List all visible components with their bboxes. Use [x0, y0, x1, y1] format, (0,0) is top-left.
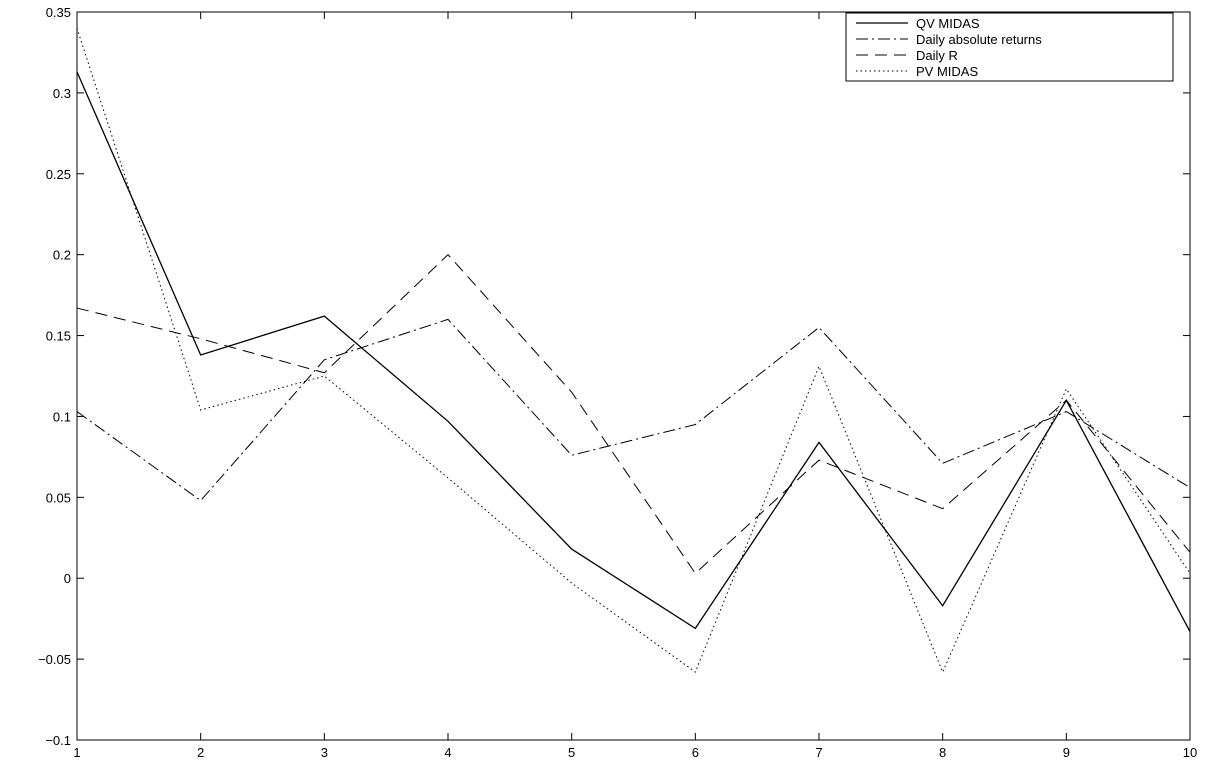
series-line-daily-r [76, 253, 1191, 575]
y-tick-label: 0 [64, 571, 71, 586]
x-tick-label: 7 [815, 745, 822, 760]
x-tick-label: 3 [321, 745, 328, 760]
x-tick-label: 1 [73, 745, 80, 760]
y-tick-label: 0.15 [46, 329, 71, 344]
legend-label: QV MIDAS [916, 16, 980, 31]
x-tick-label: 2 [197, 745, 204, 760]
series-line-qv-midas [76, 71, 1191, 632]
x-tick-label: 5 [568, 745, 575, 760]
legend-label: PV MIDAS [916, 64, 978, 79]
y-tick-label: 0.3 [53, 86, 71, 101]
y-tick-label: −0.05 [38, 652, 71, 667]
y-tick-label: 0.05 [46, 490, 71, 505]
legend-label: Daily absolute returns [916, 32, 1042, 47]
axes-frame [76, 11, 1191, 741]
series-line-daily-absolute-returns [76, 318, 1191, 502]
x-tick-label: 10 [1183, 745, 1197, 760]
y-tick-label: 0.2 [53, 248, 71, 263]
x-tick-label: 8 [939, 745, 946, 760]
y-tick-label: 0.25 [46, 167, 71, 182]
y-tick-label: −0.1 [45, 733, 71, 748]
x-tick-label: 4 [444, 745, 451, 760]
plot-area: −0.1 −0.05 0 0.05 0.1 0.15 0.2 0.25 0.3 0.35 1 2 3 4 5… [38, 5, 1197, 760]
y-tick-label: 0.35 [46, 5, 71, 20]
x-tick-label: 9 [1063, 745, 1070, 760]
series-line-pv-midas [76, 28, 1191, 674]
legend-box [845, 12, 1174, 82]
y-tick-label: 0.1 [53, 409, 71, 424]
legend-label: Daily R [916, 48, 958, 63]
x-tick-label: 6 [692, 745, 699, 760]
